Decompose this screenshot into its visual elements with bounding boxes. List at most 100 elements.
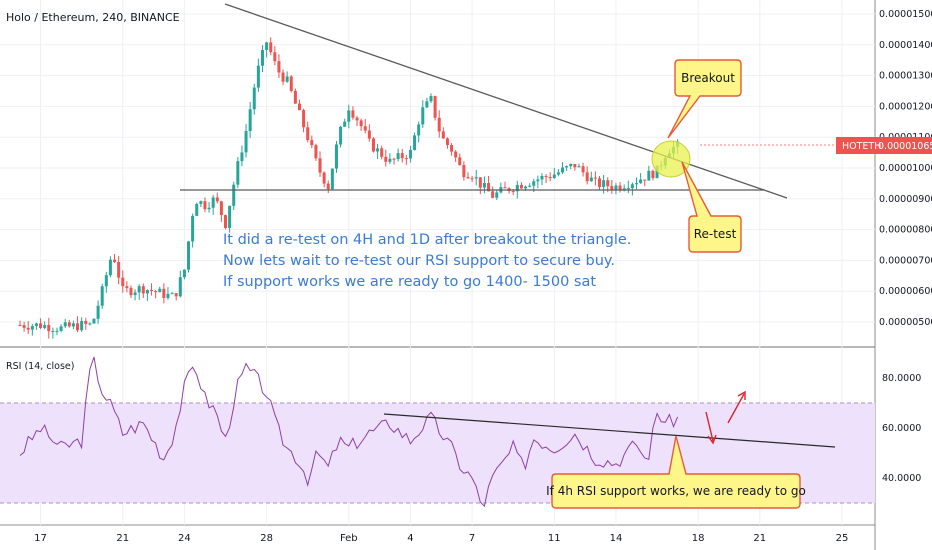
candle-down[interactable] bbox=[113, 259, 117, 263]
candle-down[interactable] bbox=[437, 117, 441, 132]
candle-down[interactable] bbox=[150, 289, 154, 292]
candle-down[interactable] bbox=[511, 191, 515, 193]
candle-down[interactable] bbox=[454, 151, 458, 158]
candle-up[interactable] bbox=[552, 174, 556, 179]
candle-down[interactable] bbox=[598, 178, 602, 187]
candle-down[interactable] bbox=[326, 183, 330, 190]
candle-up[interactable] bbox=[421, 107, 425, 125]
candle-up[interactable] bbox=[236, 161, 240, 185]
candle-up[interactable] bbox=[199, 201, 203, 204]
rsi-series[interactable] bbox=[19, 356, 679, 508]
candle-up[interactable] bbox=[228, 205, 232, 228]
candle-down[interactable] bbox=[125, 286, 129, 288]
candle-up[interactable] bbox=[577, 166, 581, 168]
candle-down[interactable] bbox=[400, 153, 404, 159]
time-axis[interactable]: 17 21 24 28 Feb 4 7 11 14 18 21 25 bbox=[34, 533, 848, 544]
candle-up[interactable] bbox=[388, 158, 392, 162]
candle-up[interactable] bbox=[334, 144, 338, 169]
candle-down[interactable] bbox=[367, 130, 371, 139]
candle-down[interactable] bbox=[462, 165, 466, 178]
candle-up[interactable] bbox=[536, 179, 540, 182]
candle-up[interactable] bbox=[30, 326, 34, 330]
breakout-callout[interactable]: Breakout bbox=[667, 59, 742, 139]
candle-up[interactable] bbox=[339, 126, 343, 145]
candle-down[interactable] bbox=[478, 177, 482, 188]
candle-up[interactable] bbox=[635, 183, 638, 185]
candle-down[interactable] bbox=[302, 110, 306, 128]
candle-up[interactable] bbox=[528, 185, 532, 187]
candle-down[interactable] bbox=[215, 197, 219, 202]
candle-down[interactable] bbox=[174, 293, 178, 297]
candle-up[interactable] bbox=[133, 292, 137, 296]
candle-down[interactable] bbox=[318, 158, 322, 173]
candle-up[interactable] bbox=[602, 180, 606, 187]
candle-down[interactable] bbox=[404, 158, 408, 160]
candle-down[interactable] bbox=[371, 138, 375, 152]
candle-down[interactable] bbox=[573, 163, 577, 168]
candle-up[interactable] bbox=[569, 163, 573, 167]
candle-up[interactable] bbox=[137, 286, 141, 293]
candle-down[interactable] bbox=[154, 291, 158, 293]
candle-down[interactable] bbox=[618, 185, 622, 190]
candle-down[interactable] bbox=[466, 177, 470, 179]
candle-down[interactable] bbox=[458, 157, 462, 166]
candle-up[interactable] bbox=[51, 331, 55, 333]
candle-up[interactable] bbox=[347, 110, 351, 122]
rsi-line[interactable] bbox=[19, 356, 679, 508]
candle-up[interactable] bbox=[211, 197, 215, 208]
candle-up[interactable] bbox=[515, 184, 519, 192]
candle-down[interactable] bbox=[585, 172, 589, 182]
candle-down[interactable] bbox=[18, 325, 22, 327]
candle-down[interactable] bbox=[363, 126, 367, 131]
candle-up[interactable] bbox=[92, 318, 96, 324]
candle-down[interactable] bbox=[281, 72, 285, 82]
candle-down[interactable] bbox=[289, 76, 293, 91]
candle-up[interactable] bbox=[145, 289, 149, 294]
candle-down[interactable] bbox=[359, 120, 363, 127]
candle-down[interactable] bbox=[121, 277, 125, 287]
rsi-note-callout[interactable]: If 4h RSI support works, we are ready to… bbox=[546, 435, 806, 509]
candle-up[interactable] bbox=[191, 215, 195, 242]
candle-down[interactable] bbox=[293, 90, 297, 104]
candle-down[interactable] bbox=[322, 172, 326, 184]
candle-down[interactable] bbox=[384, 156, 388, 162]
candle-up[interactable] bbox=[100, 286, 104, 306]
candle-down[interactable] bbox=[277, 61, 281, 73]
candle-up[interactable] bbox=[540, 176, 544, 180]
candle-up[interactable] bbox=[425, 101, 429, 108]
candle-up[interactable] bbox=[182, 269, 186, 278]
candle-up[interactable] bbox=[158, 288, 162, 293]
candle-up[interactable] bbox=[59, 326, 63, 331]
candle-up[interactable] bbox=[244, 131, 248, 153]
candle-up[interactable] bbox=[639, 179, 643, 184]
candle-down[interactable] bbox=[544, 176, 548, 178]
candle-down[interactable] bbox=[141, 286, 145, 294]
candle-down[interactable] bbox=[84, 320, 88, 324]
candle-down[interactable] bbox=[606, 180, 610, 187]
candle-up[interactable] bbox=[195, 203, 199, 216]
candle-up[interactable] bbox=[256, 65, 260, 88]
candle-up[interactable] bbox=[495, 192, 499, 198]
retest-callout[interactable]: Re-test bbox=[681, 161, 742, 253]
rsi-axis[interactable]: 80.0000 60.0000 40.0000 bbox=[882, 373, 921, 484]
candle-down[interactable] bbox=[162, 288, 166, 299]
candle-up[interactable] bbox=[55, 330, 59, 332]
candle-down[interactable] bbox=[441, 131, 445, 139]
candle-down[interactable] bbox=[581, 166, 585, 173]
candle-up[interactable] bbox=[556, 172, 560, 175]
candle-up[interactable] bbox=[71, 323, 75, 327]
candle-up[interactable] bbox=[63, 322, 67, 327]
candle-up[interactable] bbox=[178, 277, 182, 297]
candle-up[interactable] bbox=[474, 177, 478, 179]
candle-down[interactable] bbox=[306, 127, 310, 141]
candle-down[interactable] bbox=[26, 327, 30, 330]
candle-up[interactable] bbox=[187, 241, 191, 270]
candle-down[interactable] bbox=[39, 323, 43, 328]
candle-up[interactable] bbox=[343, 121, 347, 127]
candle-up[interactable] bbox=[260, 49, 264, 66]
candle-down[interactable] bbox=[310, 140, 314, 146]
candle-down[interactable] bbox=[129, 287, 133, 296]
candle-down[interactable] bbox=[450, 144, 454, 152]
candle-down[interactable] bbox=[47, 325, 51, 332]
